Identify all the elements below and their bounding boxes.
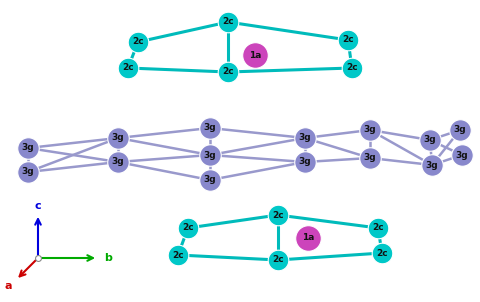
Point [274, 258, 282, 262]
Point [344, 37, 352, 42]
Text: 3g: 3g [112, 158, 124, 166]
Point [374, 226, 382, 230]
Text: a: a [4, 281, 12, 291]
Text: 2c: 2c [222, 18, 234, 27]
Point [426, 138, 434, 143]
Point [134, 40, 142, 44]
Text: 2c: 2c [122, 63, 134, 72]
Text: 2c: 2c [342, 36, 354, 44]
Text: b: b [104, 253, 112, 263]
Point [206, 126, 214, 130]
Point [206, 153, 214, 157]
Point [456, 127, 464, 132]
Text: 1a: 1a [302, 233, 314, 243]
Text: 3g: 3g [204, 150, 216, 159]
Text: 3g: 3g [299, 133, 312, 143]
Text: 3g: 3g [112, 133, 124, 143]
Point [206, 178, 214, 182]
Point [114, 136, 122, 140]
Text: 3g: 3g [204, 124, 216, 133]
Text: 2c: 2c [346, 63, 358, 72]
Text: 3g: 3g [204, 175, 216, 185]
Text: 3g: 3g [22, 143, 34, 153]
Point [458, 153, 466, 157]
Text: 2c: 2c [376, 249, 388, 258]
Point [428, 162, 436, 167]
Point [251, 53, 259, 57]
Text: 3g: 3g [426, 160, 438, 169]
Point [274, 213, 282, 217]
Point [184, 226, 192, 230]
Point [301, 159, 309, 164]
Point [348, 66, 356, 70]
Text: 2c: 2c [372, 223, 384, 233]
Point [34, 255, 42, 260]
Point [304, 236, 312, 240]
Point [224, 20, 232, 24]
Text: 2c: 2c [272, 210, 284, 220]
Text: 3g: 3g [364, 153, 376, 162]
Text: 1a: 1a [249, 50, 261, 59]
Point [124, 66, 132, 70]
Text: 2c: 2c [132, 37, 144, 47]
Text: 3g: 3g [424, 136, 436, 144]
Point [114, 159, 122, 164]
Point [378, 251, 386, 255]
Text: c: c [35, 201, 41, 211]
Text: 3g: 3g [299, 158, 312, 166]
Text: 2c: 2c [182, 223, 194, 233]
Point [301, 136, 309, 140]
Point [24, 146, 32, 150]
Text: 3g: 3g [454, 126, 466, 134]
Text: 2c: 2c [172, 250, 184, 259]
Text: 3g: 3g [364, 126, 376, 134]
Text: 3g: 3g [456, 150, 468, 159]
Text: 2c: 2c [222, 68, 234, 76]
Point [24, 170, 32, 175]
Text: 2c: 2c [272, 255, 284, 265]
Point [366, 127, 374, 132]
Point [366, 156, 374, 160]
Text: 3g: 3g [22, 168, 34, 176]
Point [224, 69, 232, 74]
Point [174, 252, 182, 257]
